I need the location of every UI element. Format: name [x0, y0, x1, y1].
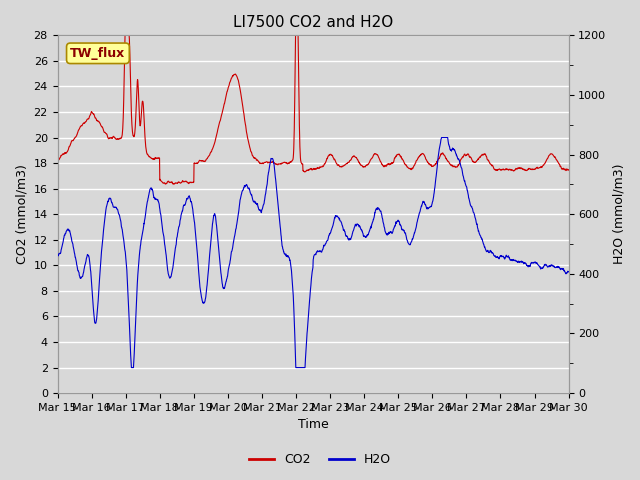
Y-axis label: CO2 (mmol/m3): CO2 (mmol/m3) [15, 164, 28, 264]
X-axis label: Time: Time [298, 419, 328, 432]
Text: TW_flux: TW_flux [70, 47, 125, 60]
Y-axis label: H2O (mmol/m3): H2O (mmol/m3) [612, 164, 625, 264]
Legend: CO2, H2O: CO2, H2O [244, 448, 396, 471]
Title: LI7500 CO2 and H2O: LI7500 CO2 and H2O [233, 15, 393, 30]
